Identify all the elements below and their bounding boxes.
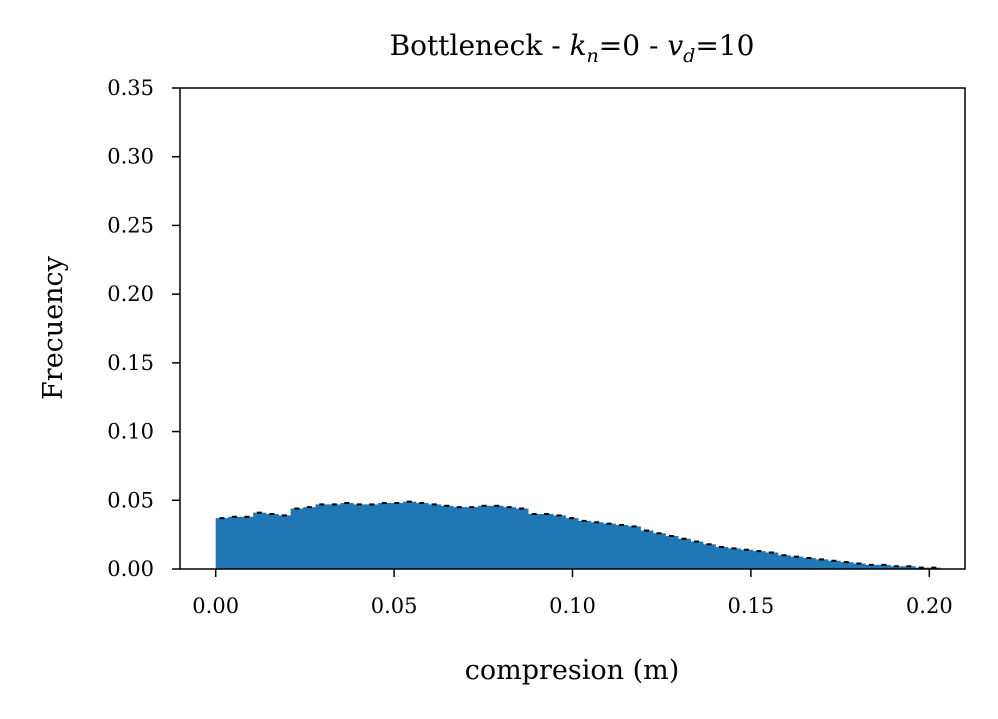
histogram-bar [465, 507, 479, 569]
histogram-bar [802, 558, 816, 569]
histogram-bar [840, 562, 854, 569]
histogram-bar [877, 564, 891, 569]
histogram-bar [415, 503, 429, 569]
histogram-bar [665, 536, 679, 569]
histogram-bar [477, 505, 492, 569]
histogram-bar [340, 503, 354, 569]
x-tick-label: 0.20 [906, 594, 953, 618]
x-tick-label: 0.10 [549, 594, 596, 618]
histogram-bar [602, 523, 616, 569]
histogram-bar [490, 505, 504, 569]
histogram-bar [527, 514, 541, 569]
histogram-bar [690, 541, 704, 569]
histogram-bar [702, 544, 716, 569]
histogram-bar [577, 520, 591, 569]
histogram-bar [328, 504, 342, 569]
y-tick-label: 0.05 [107, 488, 154, 512]
histogram-bar [652, 533, 666, 569]
histogram-bar [502, 507, 517, 569]
histogram-bar [315, 504, 329, 569]
histogram-bar [715, 547, 729, 569]
y-tick-label: 0.35 [107, 76, 154, 100]
x-tick-label: 0.00 [192, 594, 239, 618]
y-tick-label: 0.25 [107, 213, 154, 237]
histogram-bar [378, 503, 392, 569]
histogram-bar [390, 503, 404, 569]
histogram-bar [253, 512, 267, 569]
histogram-bar [515, 508, 529, 569]
chart-title: Bottleneck - kn=0 - vd=10 [390, 29, 755, 67]
histogram-bar [865, 564, 879, 569]
histogram-bar [627, 526, 641, 569]
histogram-bar [765, 552, 779, 569]
y-tick-label: 0.00 [107, 557, 154, 581]
histogram-bar [228, 516, 242, 569]
histogram-bar [590, 522, 604, 569]
plot-frame [179, 87, 966, 570]
histogram-bar [815, 559, 829, 569]
histogram-bar [265, 514, 279, 569]
x-tick-label: 0.15 [728, 594, 775, 618]
histogram-bar [890, 566, 904, 569]
y-axis-label: Frecuency [38, 255, 69, 400]
histogram-bar [740, 549, 754, 569]
histogram-bar [827, 560, 841, 569]
x-axis-label: compresion (m) [465, 655, 680, 686]
histogram-bar [902, 566, 916, 569]
histogram-bar [727, 548, 741, 569]
histogram-bar [240, 516, 254, 569]
histogram-bar [403, 501, 417, 569]
histogram-bar [615, 525, 629, 569]
y-axis-ticks: 0.00 0.05 0.10 0.15 0.20 0.25 0.30 0.35 [107, 76, 180, 581]
y-tick-label: 0.10 [107, 420, 154, 444]
y-tick-label: 0.20 [107, 282, 154, 306]
histogram-bar [440, 505, 454, 569]
x-tick-label: 0.05 [371, 594, 418, 618]
y-tick-label: 0.15 [107, 351, 154, 375]
histogram-bar [752, 551, 766, 569]
histogram-bars [215, 501, 941, 569]
histogram-bar [452, 507, 467, 569]
histogram-bar [365, 504, 379, 569]
histogram-bar [290, 508, 304, 569]
histogram-bar [427, 504, 442, 569]
histogram-bar [215, 518, 229, 569]
y-tick-label: 0.30 [107, 145, 154, 169]
histogram-errorbars [219, 500, 937, 569]
histogram-bar [790, 556, 804, 569]
histogram-bar [540, 514, 554, 569]
histogram-bar [565, 518, 579, 569]
histogram-bar [353, 504, 367, 569]
histogram-bar [677, 538, 691, 569]
histogram-bar [777, 555, 791, 569]
histogram-bar [852, 563, 866, 569]
histogram-bar [303, 507, 317, 569]
x-axis-ticks: 0.00 0.05 0.10 0.15 0.20 [192, 569, 953, 618]
histogram-bar [278, 515, 292, 569]
histogram-bar [640, 530, 654, 569]
histogram-bar [552, 515, 566, 569]
